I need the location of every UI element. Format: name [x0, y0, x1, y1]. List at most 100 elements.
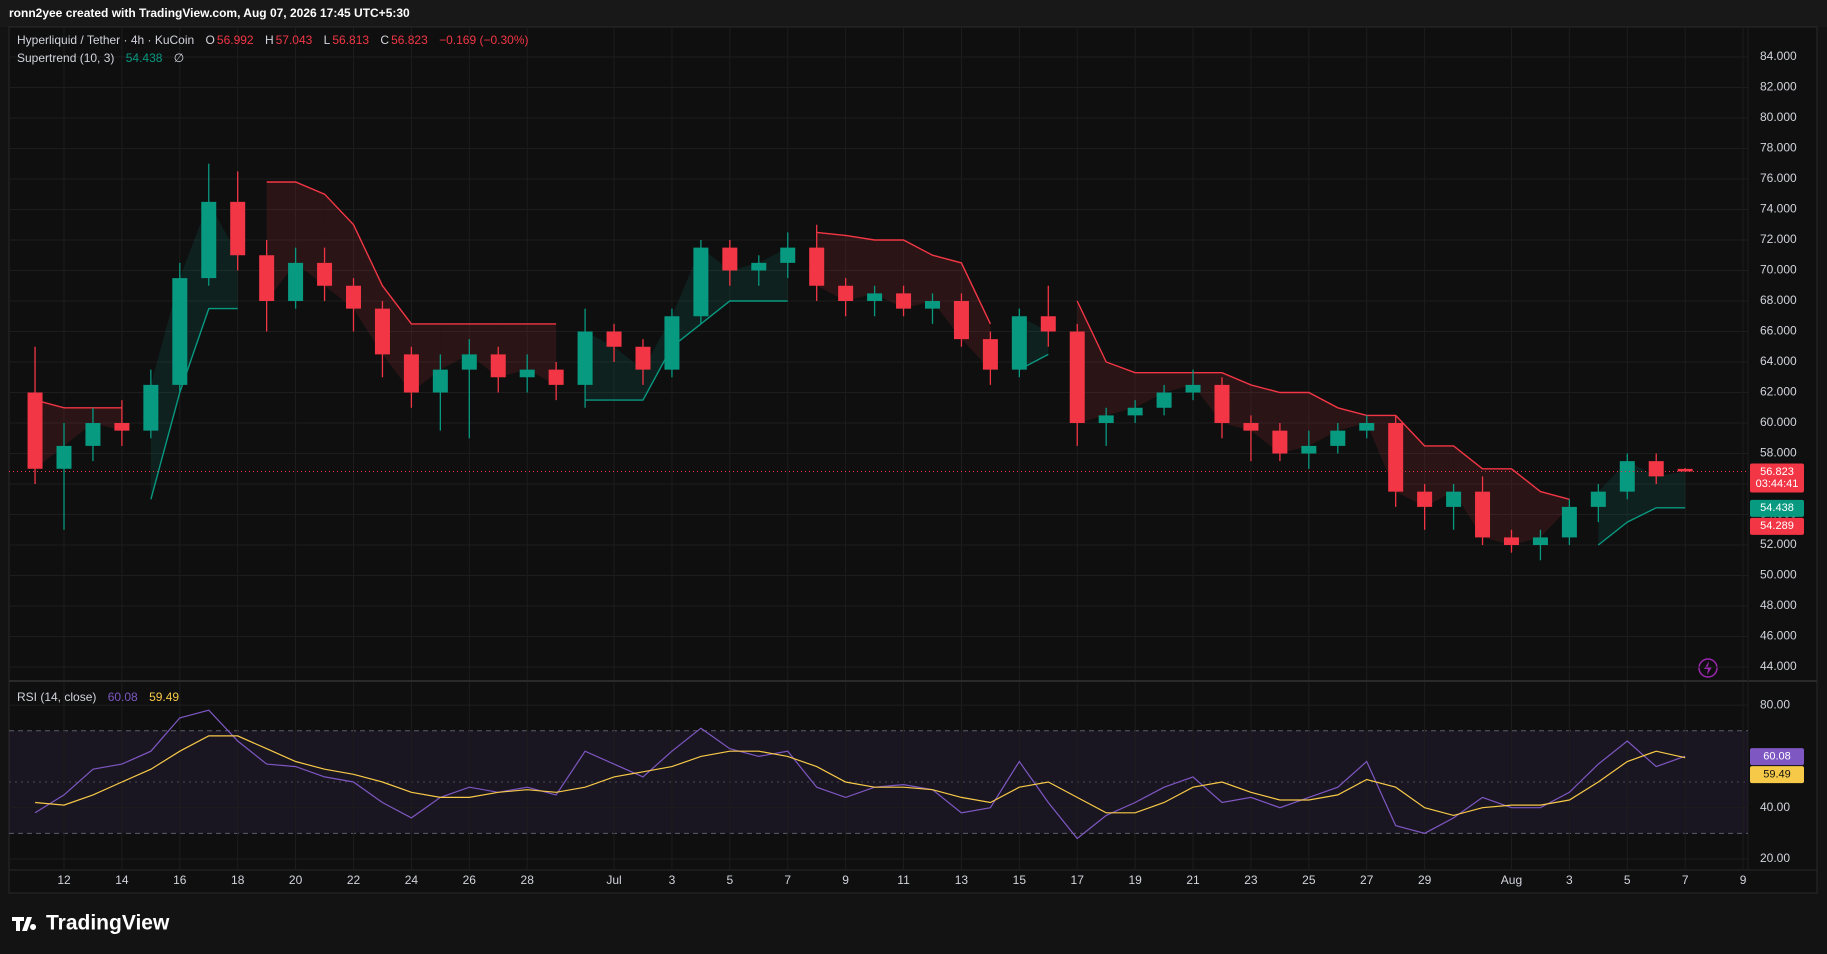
- alert-bolt[interactable]: [1704, 661, 1712, 675]
- indicator-value: 54.438: [125, 51, 163, 65]
- supertrend-fill: [903, 239, 933, 309]
- candle-body: [1359, 423, 1375, 431]
- supertrend-fill: [1164, 372, 1194, 393]
- header-bar: [0, 0, 1827, 27]
- x-tick-label: 20: [289, 873, 303, 887]
- x-tick-label: Aug: [1501, 873, 1522, 887]
- price-tag-label: 59.49: [1763, 769, 1791, 781]
- price-tag-label: 56.823: [1760, 466, 1794, 478]
- ohlc-label: L: [323, 33, 331, 47]
- supertrend-fill: [1135, 372, 1165, 408]
- candle-body: [230, 201, 246, 256]
- indicator-value: 60.08: [107, 690, 138, 704]
- alert-icon[interactable]: [1698, 658, 1718, 678]
- candle-body: [606, 331, 622, 347]
- rsi-tick-label: 20.00: [1760, 851, 1790, 865]
- ohlc-value: 56.992: [216, 33, 254, 47]
- price-tag-label: 03:44:41: [1756, 478, 1799, 490]
- supertrend-fill: [295, 182, 325, 286]
- x-tick-label: 3: [1566, 873, 1573, 887]
- x-tick-label: 29: [1418, 873, 1432, 887]
- x-tick-label: 19: [1128, 873, 1142, 887]
- price-tag: [1750, 499, 1804, 517]
- price-tag: [1750, 517, 1804, 535]
- price-tag-label: 54.438: [1760, 502, 1794, 514]
- supertrend-fill: [64, 407, 93, 446]
- supertrend-fill: [614, 346, 643, 401]
- candle-body: [1417, 491, 1433, 507]
- supertrend-fill: [845, 235, 875, 302]
- candle-body: [374, 308, 390, 355]
- candle-body: [85, 423, 101, 446]
- candle-body: [1011, 316, 1027, 370]
- candle-body: [693, 247, 709, 317]
- ohlc-value: 57.043: [275, 33, 313, 47]
- x-tick-label: 7: [784, 873, 791, 887]
- y-tick-label: 46.000: [1760, 629, 1797, 643]
- price-tag-label: 54.289: [1760, 520, 1794, 532]
- y-tick-label: 82.000: [1760, 80, 1797, 94]
- logo[interactable]: TradingView: [12, 912, 170, 935]
- x-tick-label: 25: [1302, 873, 1316, 887]
- y-tick-label: 78.000: [1760, 141, 1797, 155]
- x-tick-label: 17: [1071, 873, 1085, 887]
- supertrend-line: [150, 300, 1686, 546]
- x-tick-label: 5: [727, 873, 734, 887]
- symbol-legend: Hyperliquid / Tether · 4h · KuCoin O 56.9…: [17, 33, 531, 47]
- candle-body: [317, 262, 333, 286]
- candle-body: [722, 247, 738, 271]
- candle-body: [432, 369, 448, 393]
- y-tick-label: 48.000: [1760, 598, 1797, 612]
- logo-mark[interactable]: [12, 917, 37, 931]
- symbol-title: Hyperliquid / Tether · 4h · KuCoin: [17, 33, 195, 47]
- candle-body: [924, 301, 940, 309]
- candle-body: [809, 247, 825, 286]
- candle-body: [201, 201, 217, 279]
- candle-body: [345, 285, 361, 309]
- candle-body: [953, 301, 969, 340]
- price-tag: [1750, 463, 1804, 493]
- x-tick-label: 5: [1624, 873, 1631, 887]
- candle-body: [1619, 461, 1635, 492]
- x-tick-label: 13: [955, 873, 969, 887]
- alert-circle[interactable]: [1698, 658, 1718, 678]
- x-tick-label: 7: [1682, 873, 1689, 887]
- indicator-symbol: ∅: [173, 51, 185, 65]
- x-tick-label: 27: [1360, 873, 1374, 887]
- indicator-title: RSI (14, close): [17, 690, 97, 704]
- supertrend-fill: [1540, 491, 1570, 538]
- supertrend-fill: [1106, 362, 1136, 416]
- candle-body: [1272, 430, 1288, 454]
- y-tick-label: 84.000: [1760, 49, 1797, 63]
- candle-body: [896, 293, 912, 309]
- ohlc-label: C: [380, 33, 390, 47]
- candle-body: [27, 392, 43, 469]
- candle-body: [1590, 491, 1606, 507]
- candle-body: [867, 293, 883, 302]
- candle-body: [1561, 506, 1577, 538]
- ohlc-value: 56.813: [332, 33, 370, 47]
- price-tag-label: 60.08: [1763, 751, 1791, 763]
- x-tick-label: 16: [173, 873, 187, 887]
- y-tick-label: 52.000: [1760, 537, 1797, 551]
- candle-body: [548, 369, 564, 385]
- rsi-line: [35, 735, 1686, 817]
- candle-body: [751, 262, 767, 271]
- candle-body: [1532, 537, 1548, 546]
- candle-body: [1677, 468, 1693, 472]
- logo-text[interactable]: TradingView: [46, 912, 170, 935]
- y-tick-label: 64.000: [1760, 354, 1797, 368]
- supertrend-fill: [729, 262, 759, 302]
- y-tick-label: 44.000: [1760, 659, 1797, 673]
- candle-body: [1243, 423, 1259, 431]
- x-tick-label: 9: [1740, 873, 1747, 887]
- candle-body: [577, 331, 593, 385]
- y-tick-label: 70.000: [1760, 263, 1797, 277]
- rsi-legend: RSI (14, close) 60.08 59.49: [17, 690, 181, 704]
- y-tick-label: 74.000: [1760, 202, 1797, 216]
- y-tick-label: 50.000: [1760, 568, 1797, 582]
- candle-body: [1127, 407, 1143, 416]
- x-tick-label: 15: [1013, 873, 1027, 887]
- x-tick-label: 26: [463, 873, 477, 887]
